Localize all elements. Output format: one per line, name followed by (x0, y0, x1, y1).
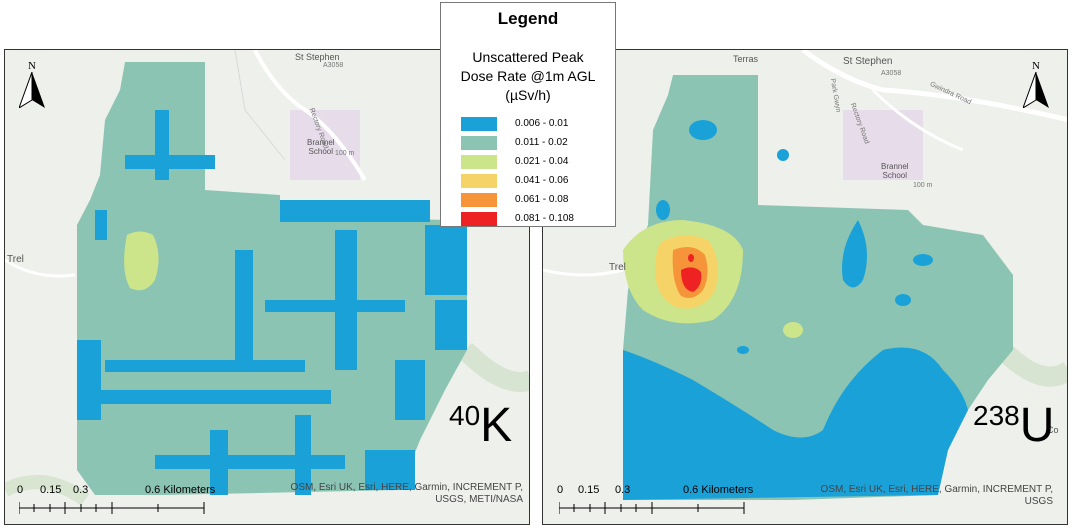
scale-end-label: 0.6 Kilometers (145, 484, 216, 496)
legend-item: 0.081 - 0.108 (461, 212, 611, 226)
legend-swatch (461, 136, 497, 150)
map-label-school: Brannel School (307, 138, 335, 156)
legend-range-label: 0.011 - 0.02 (515, 137, 568, 148)
dose-hotspot (623, 220, 743, 324)
scale-tick-03: 0.3 (73, 484, 89, 496)
low-dose-zones (77, 110, 467, 495)
elevated-dose-zone (783, 322, 803, 338)
map-attribution: OSM, Esri UK, Esri, HERE, Garmin, INCREM… (290, 482, 523, 505)
map-label-st-stephen-top: St Stephen (295, 52, 340, 62)
legend-item: 0.061 - 0.08 (461, 193, 611, 207)
isotope-label-k40: 40K (449, 399, 513, 452)
map-legend: Legend Unscattered Peak Dose Rate @1m AG… (440, 2, 616, 227)
scale-tick-015: 0.15 (40, 484, 62, 496)
map-label-contour: 100 m (335, 150, 355, 157)
legend-title: Legend (497, 9, 559, 28)
k40-dose-map (5, 50, 529, 524)
north-arrow-icon (18, 71, 45, 110)
school-area (290, 110, 360, 180)
legend-range-label: 0.006 - 0.01 (515, 118, 569, 129)
map-label-a3058: A3058 (323, 62, 344, 69)
map-panel-u238[interactable]: Terras St Stephen A3058 Gwindra Road Rec… (542, 49, 1068, 525)
legend-item: 0.021 - 0.04 (461, 155, 611, 169)
legend-range-label: 0.081 - 0.108 (515, 213, 574, 224)
u238-dose-map (543, 50, 1067, 524)
isotope-label-u238: 238U (973, 399, 1055, 452)
north-arrow-icon (1022, 71, 1049, 110)
legend-item: 0.011 - 0.02 (461, 136, 611, 150)
map-attribution: OSM, Esri UK, Esri, HERE, Garmin, INCREM… (820, 484, 1053, 507)
map-label-st-stephen: St Stephen (843, 56, 893, 67)
low-dose-zones (623, 120, 968, 500)
legend-range-label: 0.021 - 0.04 (515, 156, 569, 167)
scale-bar-ruler (559, 502, 745, 514)
elevated-dose-zone (124, 231, 159, 291)
map-label-terras: Terras (733, 54, 759, 64)
map-label-trel: Trel (7, 254, 24, 265)
scale-tick-03: 0.3 (615, 484, 631, 496)
scale-bar-ruler (19, 502, 205, 514)
legend-item: 0.006 - 0.01 (461, 117, 611, 131)
map-label-a3058: A3058 (881, 70, 902, 77)
legend-swatch (461, 193, 497, 207)
map-label-school: Brannel School (881, 162, 909, 180)
legend-swatch (461, 174, 497, 188)
legend-swatch (461, 117, 497, 131)
legend-range-label: 0.061 - 0.08 (515, 194, 569, 205)
legend-swatch (461, 212, 497, 226)
scale-tick-0: 0 (17, 484, 24, 496)
scale-bar: 0 0.15 0.3 0.6 Kilometers (17, 484, 257, 518)
legend-swatch (461, 155, 497, 169)
north-arrow: N (1021, 60, 1051, 113)
scale-tick-015: 0.15 (578, 484, 600, 496)
map-label-co: Co (1047, 425, 1059, 435)
north-arrow: N (17, 60, 47, 113)
legend-range-label: 0.041 - 0.06 (515, 175, 569, 186)
survey-area-k40 (77, 62, 467, 495)
map-label-trel: Trel (609, 262, 626, 273)
scale-end-label: 0.6 Kilometers (683, 484, 754, 496)
scale-tick-0: 0 (557, 484, 564, 496)
legend-subtitle: Unscattered Peak Dose Rate @1m AGL (µSv/… (460, 49, 596, 103)
map-label-contour: 100 m (913, 182, 933, 189)
legend-item: 0.041 - 0.06 (461, 174, 611, 188)
scale-bar: 0 0.15 0.3 0.6 Kilometers (555, 484, 795, 518)
